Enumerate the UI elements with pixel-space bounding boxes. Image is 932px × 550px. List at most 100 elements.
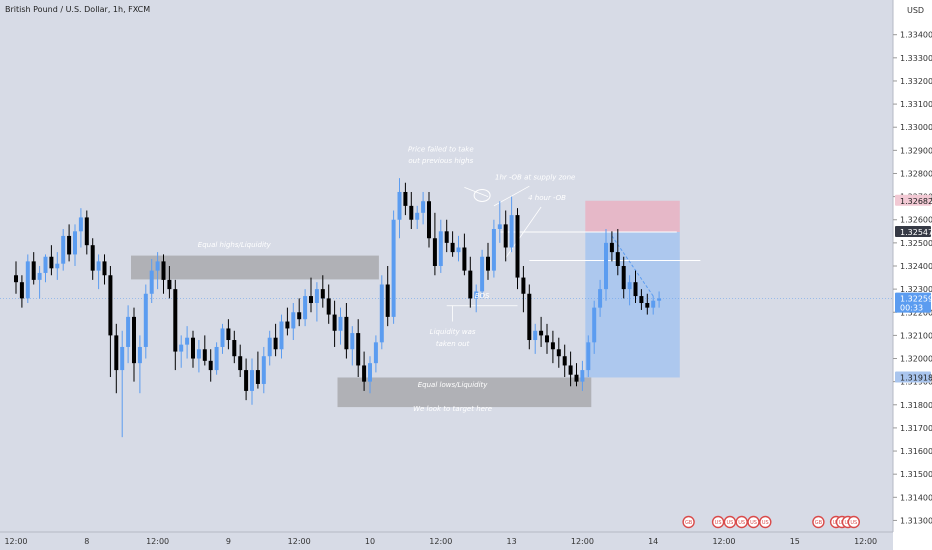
candle-body-58[interactable] (356, 333, 361, 366)
candle-body-13[interactable] (90, 245, 95, 271)
candle-body-32[interactable] (202, 349, 207, 361)
candle-body-33[interactable] (208, 360, 213, 371)
candle-body-109[interactable] (657, 298, 662, 301)
candle-body-47[interactable] (291, 312, 296, 329)
candle-body-95[interactable] (574, 374, 579, 382)
candle-body-92[interactable] (556, 349, 561, 357)
candle-body-2[interactable] (25, 261, 30, 299)
price-tag-bg-2[interactable] (895, 292, 931, 313)
candle-body-45[interactable] (279, 321, 284, 350)
candle-body-16[interactable] (108, 275, 113, 336)
candle-body-88[interactable] (533, 330, 538, 341)
candle-body-64[interactable] (391, 219, 396, 317)
candle-body-28[interactable] (179, 344, 184, 352)
candle-body-105[interactable] (633, 282, 638, 297)
candle-body-83[interactable] (503, 224, 508, 248)
event-icon-1[interactable] (711, 515, 725, 529)
candle-body-52[interactable] (320, 289, 325, 299)
candle-body-70[interactable] (427, 201, 431, 239)
candle-body-76[interactable] (462, 247, 467, 271)
candle-body-99[interactable] (598, 289, 603, 308)
event-icon-2[interactable] (723, 515, 737, 529)
candle-body-74[interactable] (450, 242, 455, 253)
candle-body-68[interactable] (415, 212, 420, 220)
candle-body-39[interactable] (244, 370, 249, 391)
candle-body-94[interactable] (568, 365, 573, 375)
candle-body-0[interactable] (14, 275, 18, 283)
candle-body-15[interactable] (102, 261, 107, 276)
candle-body-29[interactable] (185, 337, 190, 345)
candle-body-9[interactable] (67, 235, 72, 255)
event-icon-10[interactable] (847, 515, 860, 529)
event-icon-6[interactable] (812, 515, 825, 529)
candle-body-14[interactable] (96, 261, 101, 271)
candle-body-51[interactable] (314, 289, 319, 304)
candle-body-89[interactable] (539, 330, 544, 336)
event-icon-3[interactable] (735, 515, 748, 529)
candle-body-11[interactable] (78, 217, 83, 232)
candle-body-1[interactable] (19, 282, 24, 299)
price-tag-bg-1[interactable] (895, 225, 931, 237)
candle-body-61[interactable] (373, 342, 378, 364)
candle-body-21[interactable] (137, 346, 142, 364)
candle-body-4[interactable] (37, 272, 42, 280)
candle-body-54[interactable] (332, 314, 337, 331)
candle-body-107[interactable] (645, 303, 650, 308)
event-icon-0[interactable] (682, 515, 695, 529)
candle-body-63[interactable] (385, 284, 390, 317)
candle-body-36[interactable] (226, 328, 231, 341)
candle-body-97[interactable] (586, 342, 591, 371)
candle-body-75[interactable] (456, 247, 461, 253)
candle-body-22[interactable] (143, 293, 148, 347)
candle-body-59[interactable] (362, 365, 367, 382)
candle-body-84[interactable] (509, 215, 514, 248)
grey-zone-3[interactable] (337, 377, 592, 408)
candle-body-35[interactable] (220, 328, 225, 347)
candle-body-72[interactable] (438, 231, 443, 266)
candle-body-57[interactable] (350, 333, 355, 350)
time-axis-panel[interactable] (0, 532, 893, 550)
candle-body-55[interactable] (338, 316, 343, 331)
grey-zone-2[interactable] (131, 255, 379, 280)
candle-body-5[interactable] (43, 256, 48, 273)
candle-body-106[interactable] (639, 296, 644, 304)
candle-body-71[interactable] (432, 238, 437, 266)
event-icon-4[interactable] (747, 515, 760, 529)
candle-body-79[interactable] (480, 256, 485, 292)
candle-body-48[interactable] (297, 312, 302, 320)
candle-body-7[interactable] (55, 263, 60, 269)
candle-body-104[interactable] (627, 282, 632, 290)
candle-body-40[interactable] (250, 370, 254, 391)
candle-body-3[interactable] (31, 261, 36, 280)
candle-body-82[interactable] (497, 224, 502, 229)
price-tag-bg-0[interactable] (895, 194, 931, 206)
candle-body-81[interactable] (491, 228, 496, 271)
candle-body-37[interactable] (232, 340, 237, 357)
candle-body-43[interactable] (267, 337, 272, 357)
candle-body-101[interactable] (609, 242, 614, 253)
candle-body-49[interactable] (303, 296, 308, 320)
candle-body-42[interactable] (261, 356, 266, 384)
candle-body-8[interactable] (61, 235, 66, 264)
candle-body-23[interactable] (149, 270, 154, 294)
candle-body-26[interactable] (167, 279, 172, 290)
candle-body-90[interactable] (545, 335, 549, 343)
candle-body-53[interactable] (326, 298, 331, 315)
candle-body-86[interactable] (521, 277, 526, 294)
candle-body-100[interactable] (604, 242, 608, 290)
candle-body-18[interactable] (120, 346, 125, 371)
candle-body-46[interactable] (285, 321, 290, 329)
candle-body-67[interactable] (409, 205, 414, 220)
candle-body-65[interactable] (397, 191, 402, 220)
economic-events[interactable]: GBUSUSUSUSUSGBUSUSUSUS (682, 515, 860, 529)
candle-body-85[interactable] (515, 215, 520, 278)
candle-body-24[interactable] (155, 261, 160, 271)
candle-body-38[interactable] (238, 356, 243, 371)
candle-body-62[interactable] (379, 284, 384, 343)
candle-body-20[interactable] (132, 316, 136, 364)
candle-body-12[interactable] (84, 217, 89, 246)
candle-body-30[interactable] (191, 337, 195, 359)
candle-body-10[interactable] (73, 231, 77, 255)
candle-body-25[interactable] (161, 261, 166, 280)
